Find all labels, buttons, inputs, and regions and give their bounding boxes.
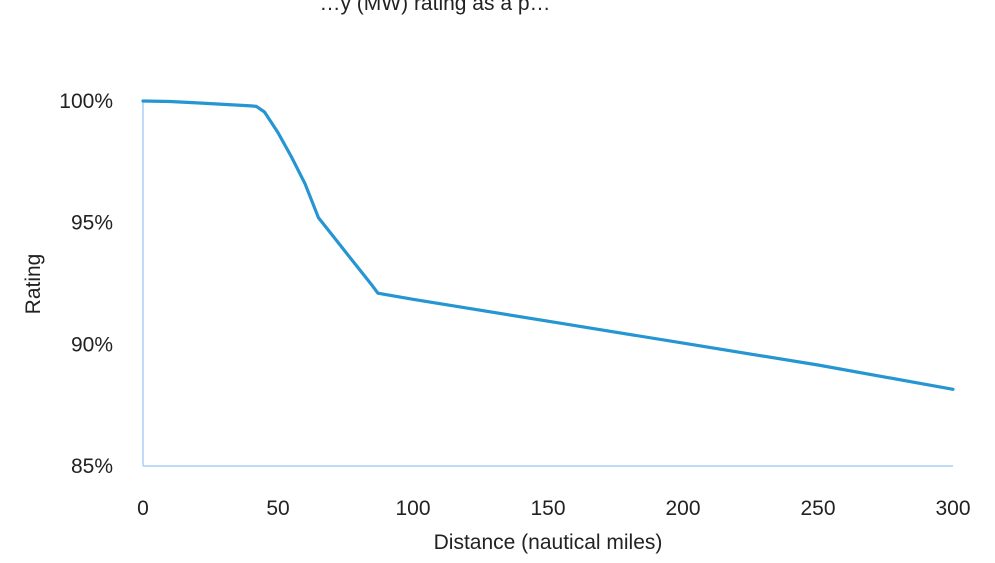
x-tick-labels: 0 50 100 150 200 250 300 — [137, 497, 970, 520]
chart-title: …y (MW) rating as a p… — [319, 0, 550, 15]
x-tick-label: 250 — [800, 497, 835, 520]
y-tick-label: 85% — [71, 455, 113, 478]
y-tick-labels: 85% 90% 95% 100% — [59, 90, 113, 478]
series-line — [141, 99, 955, 391]
y-tick-label: 100% — [59, 90, 113, 113]
y-tick-label: 95% — [71, 212, 113, 235]
y-tick-label: 90% — [71, 333, 113, 356]
x-tick-label: 100 — [395, 497, 430, 520]
x-axis-title: Distance (nautical miles) — [434, 531, 663, 554]
x-tick-label: 200 — [665, 497, 700, 520]
x-tick-label: 300 — [935, 497, 970, 520]
x-tick-label: 150 — [530, 497, 565, 520]
x-tick-label: 50 — [266, 497, 289, 520]
x-tick-label: 0 — [137, 497, 149, 520]
y-axis-title: Rating — [22, 254, 45, 315]
